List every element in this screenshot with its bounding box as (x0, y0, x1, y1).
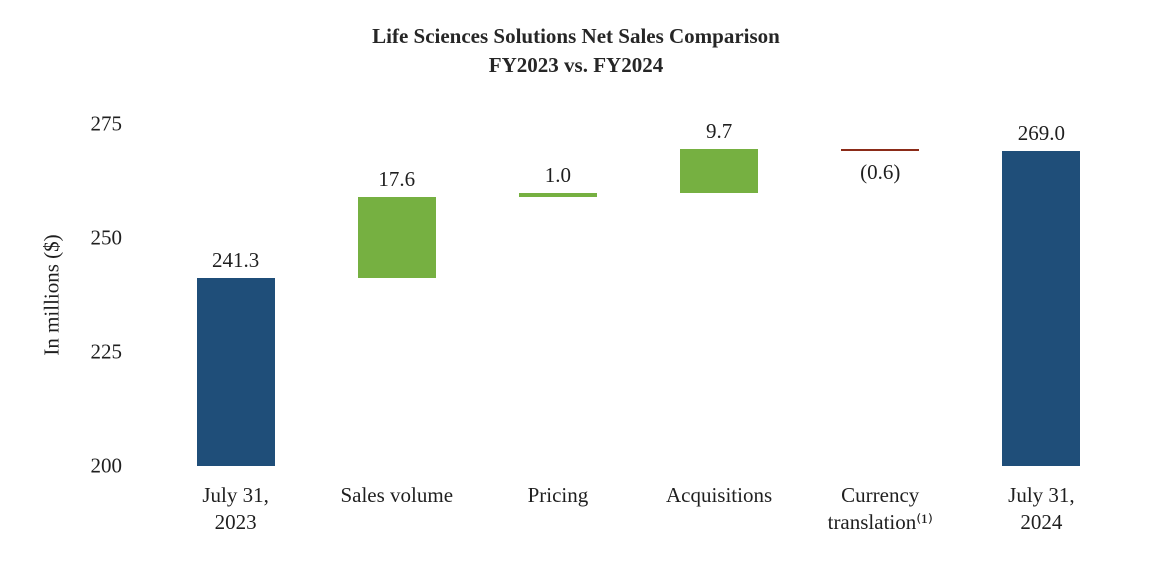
waterfall-bar-increase (518, 192, 597, 198)
bar-value-label: 1.0 (544, 162, 572, 187)
x-category-label-line: July 31, (202, 483, 269, 507)
x-category-label: July 31, 2023 (148, 482, 324, 536)
x-category-label-line: Pricing (527, 483, 589, 507)
x-category-label: July 31, 2024 (953, 482, 1129, 536)
x-category-label-line: translation⁽¹⁾ (827, 510, 933, 534)
waterfall-bar-total (1002, 151, 1081, 466)
x-category-label: Currency translation⁽¹⁾ (792, 482, 968, 536)
x-category-label: Acquisitions (631, 482, 807, 509)
bar-value-label: 269.0 (1017, 121, 1066, 146)
y-tick-label: 250 (90, 225, 123, 250)
y-tick-label: 225 (90, 339, 123, 364)
waterfall-bar-increase (680, 148, 759, 193)
bar-value-label: 9.7 (705, 118, 733, 143)
chart-subtitle: FY2023 vs. FY2024 (488, 53, 664, 77)
y-tick-label: 200 (90, 453, 123, 478)
plot-area: 275 250 225 200 241.3 July 31, 2023 17.6 Sales v… (91, 112, 1122, 534)
chart-title-block: Life Sciences Solutions Net Sales Compar… (0, 22, 1152, 80)
x-category-label-line: 2023 (214, 510, 257, 534)
waterfall-bar-decrease (841, 148, 920, 152)
bar-value-label: 241.3 (211, 247, 260, 272)
x-category-label-line: Sales volume (340, 483, 454, 507)
x-category-label-line: 2024 (1020, 510, 1063, 534)
waterfall-bar-increase (357, 197, 436, 278)
x-category-label-line: Acquisitions (665, 483, 773, 507)
y-axis-label: In millions ($) (39, 234, 64, 356)
x-category-label: Pricing (470, 482, 646, 509)
bar-value-label: 17.6 (378, 167, 416, 192)
x-category-label-line: Currency (841, 483, 920, 507)
x-category-label-line: July 31, (1008, 483, 1075, 507)
waterfall-bar-total (196, 277, 275, 466)
x-category-label: Sales volume (309, 482, 485, 509)
chart-title: Life Sciences Solutions Net Sales Compar… (372, 24, 780, 48)
y-tick-label: 275 (90, 111, 123, 136)
bar-value-label: (0.6) (860, 160, 901, 185)
